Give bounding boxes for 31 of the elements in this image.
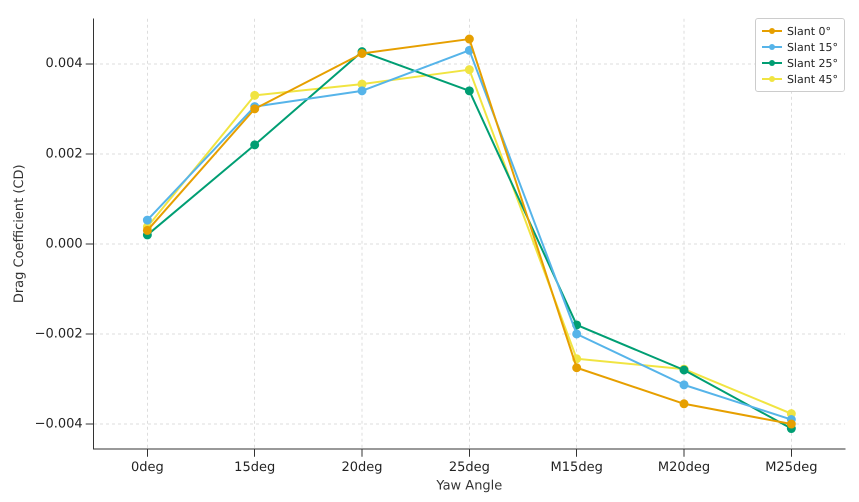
x-tick-label: 20deg	[342, 460, 383, 475]
x-tick-label: M25deg	[765, 460, 818, 475]
point	[572, 363, 582, 372]
y-axis-title: Drag Coefficient (CD)	[12, 164, 28, 304]
point	[464, 65, 474, 74]
y-tick-label: 0.000	[45, 236, 83, 252]
legend-label: Slant 0°	[786, 24, 831, 38]
y-tick-label: −0.002	[34, 326, 83, 342]
point	[680, 399, 689, 408]
y-tick-label: 0.002	[45, 146, 83, 162]
x-tick-label: 15deg	[234, 460, 276, 475]
x-tick-label: M20deg	[658, 460, 710, 475]
point	[142, 226, 152, 235]
x-tick-label: 25deg	[448, 460, 490, 475]
x-tick-label: 0deg	[130, 460, 164, 475]
point	[250, 90, 260, 100]
point	[464, 86, 474, 96]
point	[358, 86, 367, 96]
legend-label: Slant 15°	[786, 40, 838, 54]
point	[464, 34, 474, 44]
point	[572, 329, 582, 338]
y-tick-label: −0.004	[34, 416, 83, 432]
x-axis-title: Yaw Angle	[435, 478, 502, 494]
legend-label: Slant 25°	[786, 56, 838, 70]
x-tick-label: M15deg	[550, 460, 603, 475]
point	[786, 420, 796, 429]
y-tick-label: 0.004	[45, 56, 83, 72]
legend-label: Slant 45°	[786, 72, 838, 86]
point	[680, 380, 689, 390]
point	[142, 216, 152, 225]
point	[250, 140, 260, 150]
